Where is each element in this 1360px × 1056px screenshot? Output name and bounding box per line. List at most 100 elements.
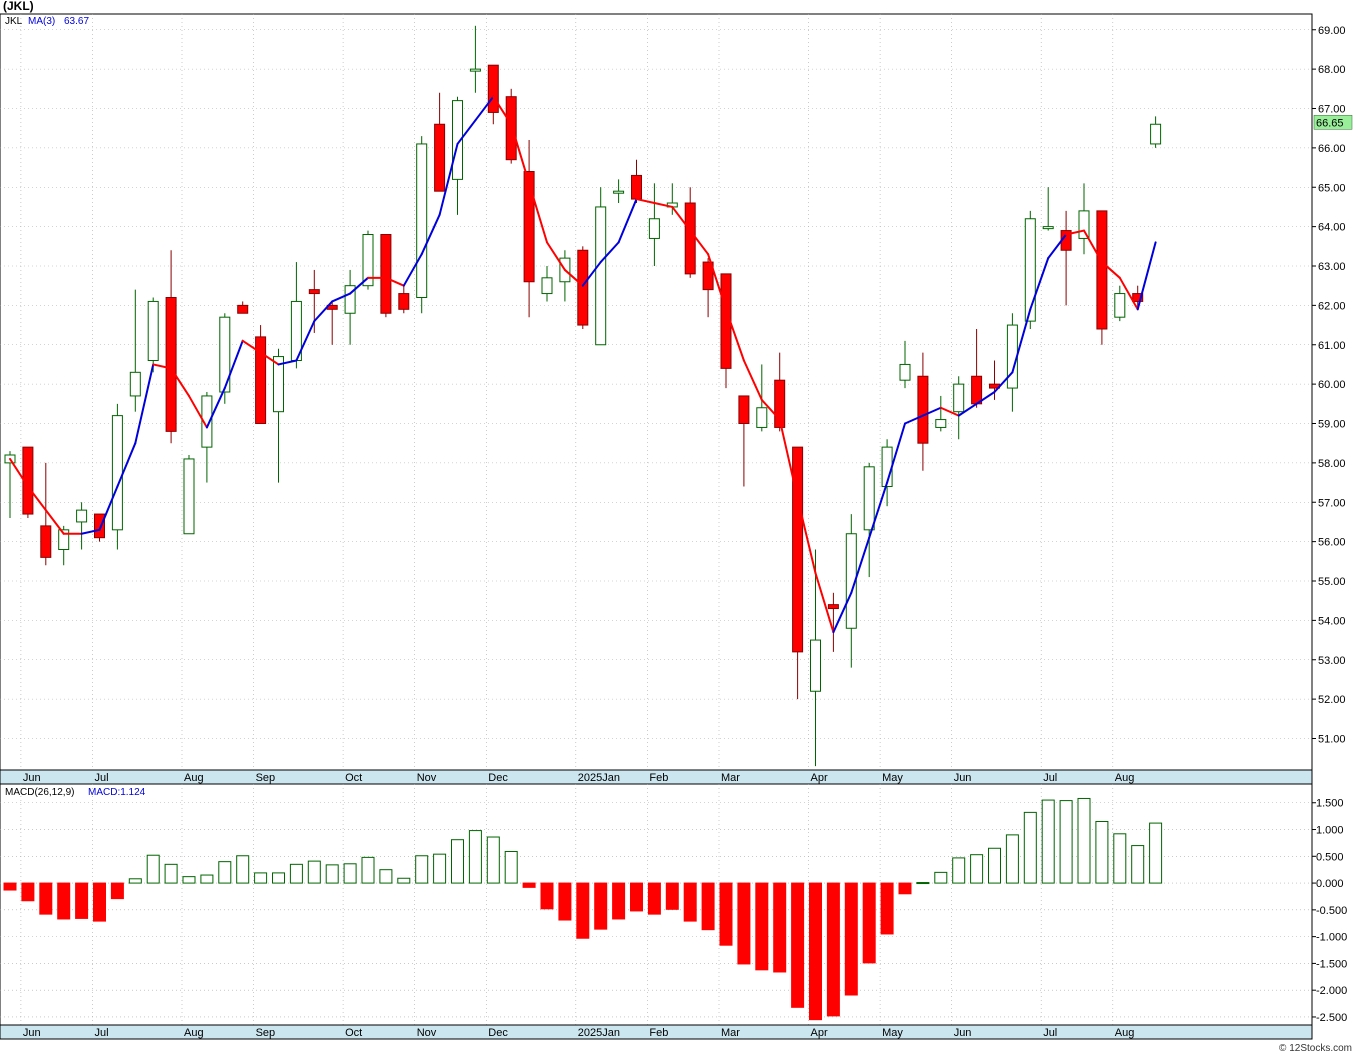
candle [577,246,589,329]
ma-segment [742,359,763,401]
macd-bar-negative [898,882,912,895]
price-y-axis: 51.00 52.00 53.00 54.00 55.00 56.00 57.00 58.00… [1312,25,1346,746]
ma-segment [1065,229,1085,236]
month-label: May [882,1027,903,1039]
ma-segment [725,308,745,362]
price-tick-label: 54.00 [1318,615,1346,627]
month-label: Jul [95,772,109,784]
ma-segment [98,485,119,531]
macd-bar-negative [576,882,590,939]
candle-body-up [452,100,463,180]
macd-bar-positive [200,874,214,884]
last-price-label: 66.65 [1316,117,1344,129]
candle-body-up [219,316,231,393]
ma-segment [134,363,155,445]
month-label: May [882,772,903,784]
macd-bar-positive [970,854,984,884]
month-axis-top: Jun Jul Aug Sep Oct Nov Dec 2025Jan Feb Mar Apr May… [23,772,1134,784]
macd-tick-label: -1.500 [1316,958,1347,970]
macd-legend-label: MACD(26,12,9) [5,787,74,798]
candle [827,592,839,652]
price-tick-label: 62.00 [1318,300,1346,312]
macd-bar-positive [289,863,303,884]
month-label: Aug [184,772,204,784]
candle [523,140,535,318]
macd-tick-label: 1.000 [1316,825,1344,837]
macd-tick-label: 0.000 [1316,878,1344,890]
candle-body-down [398,293,410,310]
price-tick-label: 55.00 [1318,576,1346,588]
macd-bar-negative [755,882,769,971]
macd-tick-label: -1.000 [1316,932,1347,944]
price-tick-label: 51.00 [1318,734,1346,746]
macd-tick-label: -2.000 [1316,985,1347,997]
macd-bar-negative [647,882,661,915]
candle [1150,116,1162,148]
macd-histogram [3,797,1163,1021]
macd-bar-negative [880,882,894,935]
candle [738,395,750,487]
ma-segment [778,418,799,500]
macd-bar-negative [612,882,626,920]
ma-segment [80,528,101,535]
macd-tick-label: -0.500 [1316,905,1347,917]
candle [935,395,947,432]
month-label: Jul [1043,1027,1057,1039]
macd-bar-positive [1023,811,1037,884]
macd-bar-positive [1059,800,1073,884]
macd-bar-positive [343,863,357,884]
candle [344,269,356,345]
candle [398,285,410,314]
candle-body-up [111,415,123,531]
candle [792,446,804,700]
macd-bar-positive [361,856,375,884]
macd-bar-positive [164,863,178,884]
candle [183,455,195,535]
month-label: Jul [95,1027,109,1039]
macd-bar-positive [504,850,518,884]
last-price-badge [1313,115,1353,130]
ma-segment [563,268,584,287]
month-label: Aug [1115,1027,1135,1039]
candle [165,250,177,444]
ma-segment [921,406,942,417]
price-tick-label: 66.00 [1318,143,1346,155]
candle [452,96,463,215]
macd-bar-negative [57,882,71,920]
ma-segment [850,536,871,594]
macd-tick-label: 1.500 [1316,798,1344,810]
ma-segment [492,95,513,126]
ma-segment [832,591,853,634]
month-label: 2025Jan [578,1027,620,1039]
macd-bar-positive [254,872,268,884]
macd-bar-positive [1131,845,1145,884]
candle-body-up [595,206,607,346]
candle [129,289,141,412]
ma-segment [707,253,727,311]
price-tick-label: 63.00 [1318,261,1346,273]
candle [273,348,284,483]
macd-bar-positive [415,855,429,884]
macd-bar-positive [128,878,142,884]
macd-bar-positive [468,830,482,884]
price-tick-label: 67.00 [1318,104,1346,116]
candle [953,376,965,440]
ma-segment [313,300,334,323]
candle [702,258,714,318]
macd-bar-positive [988,847,1001,884]
macd-bar-negative [737,882,751,965]
macd-bar-positive [182,876,196,884]
ma-segment [581,261,602,287]
candle-body-down [505,96,517,161]
price-tick-label: 58.00 [1318,458,1346,470]
price-tick-label: 69.00 [1318,25,1346,37]
candle-body-up [76,509,88,523]
candle-body-up [935,419,947,428]
ma-segment [44,509,65,535]
macd-bar-negative [826,882,840,1017]
candle [541,266,553,302]
candle-body-down [487,64,499,113]
candle-body-down [308,289,320,295]
legend-ma-label: MA(3) [28,16,55,27]
